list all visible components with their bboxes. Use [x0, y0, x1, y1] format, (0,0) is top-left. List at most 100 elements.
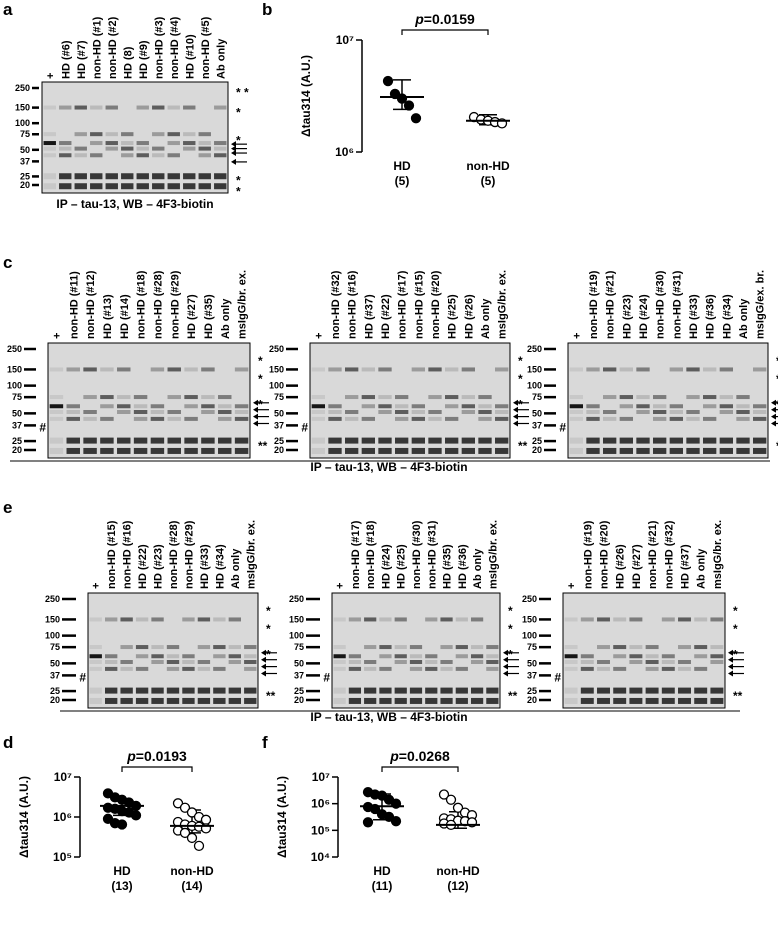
- band: [409, 666, 423, 671]
- band: [117, 404, 131, 409]
- p-symbol: p: [414, 11, 424, 27]
- band: [719, 410, 733, 414]
- band: [167, 105, 180, 110]
- band: [89, 697, 102, 704]
- marker-label: 250: [527, 344, 542, 354]
- lane-label: HD (#34): [214, 544, 226, 589]
- lane-label: HD (#27): [631, 544, 643, 589]
- band: [136, 146, 149, 151]
- band: [213, 654, 226, 659]
- band: [182, 666, 195, 671]
- band: [645, 666, 659, 671]
- band: [428, 416, 442, 421]
- band: [74, 132, 87, 137]
- lane-label: non-HD (#15): [106, 520, 118, 589]
- band: [478, 410, 492, 414]
- band: [409, 654, 423, 659]
- band: [152, 153, 165, 158]
- band: [597, 660, 610, 664]
- band: [364, 666, 377, 671]
- hash-mark: #: [39, 420, 46, 434]
- y-tick-label: 10⁶: [53, 810, 72, 824]
- band: [74, 146, 87, 151]
- panel-letter: a: [3, 0, 13, 19]
- hash-mark: #: [79, 670, 86, 684]
- band: [105, 132, 118, 137]
- band: [753, 447, 767, 454]
- band: [198, 141, 211, 146]
- band: [378, 447, 392, 454]
- band: [234, 447, 249, 454]
- lane-label: non-HD (#16): [122, 520, 134, 589]
- x-tick-label: HD: [113, 864, 131, 878]
- band: [152, 105, 165, 110]
- band: [394, 645, 407, 650]
- band: [703, 416, 717, 421]
- band: [105, 666, 118, 671]
- marker-label: 50: [50, 658, 60, 668]
- band: [345, 395, 359, 400]
- band: [425, 666, 438, 671]
- side-mark: *: [236, 173, 241, 187]
- marker-label: 37: [294, 670, 304, 680]
- band: [135, 697, 149, 704]
- lane-label: HD (#37): [363, 294, 375, 339]
- band: [120, 617, 133, 622]
- arrow-head: [728, 649, 733, 656]
- band: [105, 141, 118, 146]
- band: [653, 447, 667, 454]
- lane-label: HD (#9): [138, 40, 150, 79]
- band: [629, 660, 643, 664]
- band: [328, 437, 342, 444]
- band: [461, 395, 475, 400]
- lane-label: Ab only: [738, 298, 750, 339]
- band: [152, 146, 165, 151]
- band: [361, 404, 375, 409]
- band: [719, 404, 733, 409]
- blot-membrane: [41, 81, 229, 194]
- marker-label: 100: [289, 631, 304, 641]
- band: [580, 697, 594, 704]
- band: [597, 617, 610, 622]
- marker-label: 25: [50, 686, 60, 696]
- lane-label: non-HD (#17): [397, 270, 409, 339]
- y-tick-label: 10⁶: [311, 797, 330, 811]
- band: [629, 697, 643, 704]
- band: [135, 687, 149, 694]
- band: [597, 697, 610, 704]
- band: [328, 404, 342, 409]
- side-mark: *: [733, 648, 738, 662]
- western-blot: + HD (#6) HD (#7) non-HD (#1) non-HD (#2) HD …: [15, 16, 249, 198]
- band: [411, 410, 425, 414]
- band: [333, 697, 346, 704]
- band: [228, 697, 241, 704]
- band: [445, 447, 459, 454]
- arrow-head: [261, 656, 266, 663]
- band: [136, 105, 149, 110]
- band: [603, 437, 617, 444]
- band: [586, 367, 600, 372]
- band: [564, 697, 578, 704]
- marker-label: 37: [12, 420, 22, 430]
- arrow-head: [231, 150, 236, 157]
- band: [461, 410, 475, 414]
- band: [395, 410, 409, 414]
- band: [167, 141, 180, 146]
- band: [100, 367, 114, 372]
- arrow-head: [261, 663, 266, 670]
- band: [100, 395, 114, 400]
- band: [328, 447, 342, 454]
- western-blot: + non-HD (#19) non-HD (#20) HD (#26) HD (#27…: [522, 520, 744, 709]
- band: [603, 447, 617, 454]
- y-tick-label: 10⁴: [311, 850, 330, 864]
- side-mark: *: [266, 604, 271, 618]
- y-axis-title: Δtau314 (A.U.): [275, 776, 289, 858]
- lane-label: non-HD (#3): [153, 16, 165, 79]
- band: [348, 660, 362, 664]
- band: [580, 660, 594, 664]
- lane-label: non-HD (#1): [91, 16, 103, 79]
- lane-label: +: [51, 333, 63, 339]
- data-point: [186, 832, 198, 844]
- band: [166, 666, 180, 671]
- group-count: (14): [181, 879, 202, 893]
